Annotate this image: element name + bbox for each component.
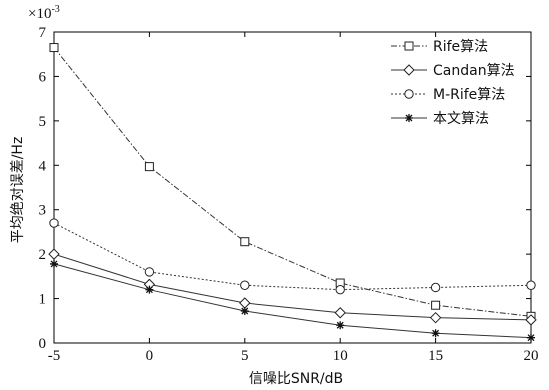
x-tick-label: 5 — [241, 348, 249, 364]
data-point — [525, 314, 537, 326]
data-point — [49, 218, 59, 228]
data-point — [334, 307, 346, 319]
y-exponent-base: ×10 — [28, 6, 51, 22]
data-point — [240, 237, 250, 247]
y-tick-label: 6 — [39, 69, 47, 85]
y-tick-label: 4 — [39, 158, 47, 174]
y-tick-label: 5 — [39, 114, 47, 130]
plot-frame — [53, 31, 532, 344]
legend-marker — [405, 114, 413, 122]
legend-label: M-Rife算法 — [433, 87, 505, 103]
y-exponent-label: ×10-3 — [28, 4, 60, 22]
data-point — [50, 259, 58, 268]
data-point — [240, 307, 249, 316]
legend-marker — [404, 41, 414, 51]
data-point — [527, 333, 535, 342]
series-line — [53, 47, 532, 317]
data-point — [335, 284, 345, 295]
series-line — [53, 222, 532, 291]
data-point — [240, 280, 250, 290]
x-tick-label: -5 — [48, 348, 61, 364]
x-tick-label: 10 — [333, 348, 348, 364]
data-point — [526, 280, 536, 290]
x-tick-label: 15 — [428, 348, 443, 364]
y-tick-label: 7 — [39, 25, 47, 41]
legend-marker — [403, 64, 415, 76]
series-2 — [48, 248, 537, 326]
data-point — [144, 267, 155, 277]
data-point — [239, 297, 251, 309]
legend-item-3: M-Rife算法 — [391, 87, 505, 103]
legend-item-4: 本文算法 — [391, 111, 489, 127]
series-3 — [49, 218, 536, 295]
x-axis-label: 信噪比SNR/dB — [249, 371, 343, 387]
y-tick-label: 1 — [39, 292, 47, 308]
data-point — [430, 282, 441, 293]
legend-item-2: Candan算法 — [391, 63, 515, 79]
y-tick-label: 0 — [39, 336, 47, 352]
x-tick-label: 20 — [524, 348, 539, 364]
series-line — [53, 253, 532, 321]
y-tick-label: 2 — [39, 247, 47, 263]
y-exponent-power: -3 — [51, 4, 59, 15]
legend-marker — [404, 89, 414, 99]
y-axis-label: 平均绝对误差/Hz — [10, 137, 26, 244]
series-layer — [48, 43, 537, 342]
data-point — [336, 321, 345, 330]
data-point — [48, 248, 60, 260]
x-tick-label: 0 — [146, 348, 154, 364]
axes — [53, 31, 532, 344]
legend-label: Rife算法 — [433, 39, 488, 55]
data-point — [431, 300, 441, 310]
data-point — [145, 285, 154, 294]
data-point — [144, 162, 154, 172]
y-tick-label: 3 — [39, 203, 47, 219]
legend-item-1: Rife算法 — [391, 39, 488, 55]
series-1 — [49, 43, 536, 321]
data-point — [431, 329, 440, 338]
data-point — [49, 43, 59, 53]
series-4 — [50, 259, 535, 342]
legend-label: 本文算法 — [433, 111, 489, 127]
legend-label: Candan算法 — [433, 63, 515, 79]
series-line — [53, 263, 532, 339]
data-point — [429, 311, 442, 324]
